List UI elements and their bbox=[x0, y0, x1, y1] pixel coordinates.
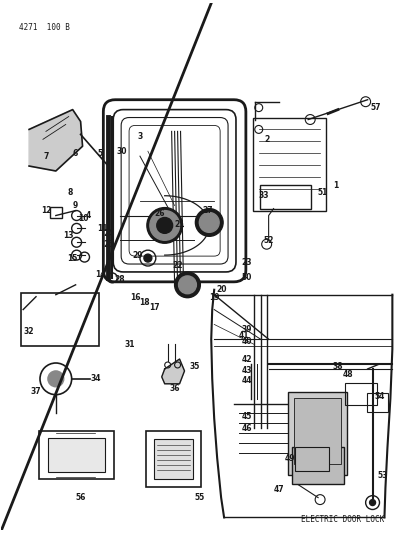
Text: 26: 26 bbox=[155, 209, 165, 218]
Circle shape bbox=[200, 213, 219, 232]
Text: 2: 2 bbox=[264, 135, 269, 144]
Text: 47: 47 bbox=[273, 485, 284, 494]
Text: 17: 17 bbox=[149, 303, 160, 312]
Text: 11: 11 bbox=[97, 224, 108, 233]
Text: 30: 30 bbox=[117, 147, 127, 156]
Text: 10: 10 bbox=[78, 214, 89, 223]
Text: 32: 32 bbox=[24, 327, 34, 336]
Text: 23: 23 bbox=[242, 257, 252, 266]
FancyBboxPatch shape bbox=[154, 439, 193, 479]
Text: ELECTRIC DOOR LOCK: ELECTRIC DOOR LOCK bbox=[301, 515, 385, 524]
Text: 12: 12 bbox=[41, 206, 51, 215]
Text: 1: 1 bbox=[333, 181, 339, 190]
Text: 21: 21 bbox=[174, 220, 185, 229]
Text: 29: 29 bbox=[133, 251, 143, 260]
Text: 37: 37 bbox=[31, 387, 41, 396]
Text: 40: 40 bbox=[242, 337, 252, 346]
Circle shape bbox=[144, 254, 152, 262]
Circle shape bbox=[179, 276, 196, 294]
Text: 53: 53 bbox=[377, 471, 388, 480]
Text: 50: 50 bbox=[242, 273, 252, 282]
Text: 8: 8 bbox=[68, 188, 73, 197]
Text: 9: 9 bbox=[73, 201, 78, 210]
FancyBboxPatch shape bbox=[293, 447, 344, 484]
Polygon shape bbox=[29, 110, 82, 171]
Text: 43: 43 bbox=[242, 366, 252, 375]
Circle shape bbox=[175, 272, 200, 297]
Text: 49: 49 bbox=[285, 454, 296, 463]
FancyBboxPatch shape bbox=[48, 438, 105, 472]
Text: 36: 36 bbox=[169, 384, 180, 393]
Text: 38: 38 bbox=[333, 362, 343, 372]
Text: 28: 28 bbox=[115, 276, 126, 285]
Circle shape bbox=[157, 217, 173, 233]
Text: 52: 52 bbox=[264, 236, 274, 245]
Circle shape bbox=[370, 499, 375, 505]
Text: 44: 44 bbox=[242, 376, 252, 385]
Text: 4271  100 B: 4271 100 B bbox=[19, 22, 70, 31]
Text: 55: 55 bbox=[194, 493, 204, 502]
Text: 15: 15 bbox=[67, 254, 78, 263]
Text: 41: 41 bbox=[239, 331, 249, 340]
Text: 45: 45 bbox=[242, 412, 252, 421]
Text: 14: 14 bbox=[95, 270, 106, 279]
Text: 6: 6 bbox=[73, 149, 78, 158]
Text: 46: 46 bbox=[242, 424, 252, 433]
Text: 42: 42 bbox=[242, 354, 252, 364]
FancyBboxPatch shape bbox=[288, 392, 347, 475]
Text: 57: 57 bbox=[370, 103, 381, 112]
Text: 35: 35 bbox=[189, 362, 200, 372]
Text: 39: 39 bbox=[242, 325, 252, 334]
Text: 56: 56 bbox=[75, 493, 86, 502]
Text: 13: 13 bbox=[64, 231, 74, 240]
Text: 31: 31 bbox=[125, 340, 135, 349]
FancyBboxPatch shape bbox=[295, 398, 341, 464]
Text: 51: 51 bbox=[318, 188, 328, 197]
FancyBboxPatch shape bbox=[295, 447, 329, 471]
Polygon shape bbox=[162, 359, 184, 384]
Text: 3: 3 bbox=[137, 132, 142, 141]
Text: 4: 4 bbox=[86, 211, 91, 220]
Text: 5: 5 bbox=[98, 149, 103, 158]
Circle shape bbox=[48, 371, 64, 387]
Circle shape bbox=[150, 211, 180, 240]
Text: 27: 27 bbox=[202, 206, 213, 215]
Text: 33: 33 bbox=[258, 191, 269, 200]
Text: 20: 20 bbox=[216, 285, 226, 294]
Text: 24: 24 bbox=[103, 229, 113, 238]
Text: 18: 18 bbox=[140, 298, 150, 307]
Circle shape bbox=[195, 208, 223, 236]
Text: 48: 48 bbox=[342, 370, 353, 379]
Text: 54: 54 bbox=[374, 392, 385, 401]
Circle shape bbox=[147, 208, 182, 243]
Text: 34: 34 bbox=[90, 374, 101, 383]
Text: 19: 19 bbox=[209, 293, 220, 302]
Text: 7: 7 bbox=[43, 151, 49, 160]
Text: 16: 16 bbox=[130, 293, 140, 302]
Text: 25: 25 bbox=[103, 240, 113, 249]
Text: 22: 22 bbox=[172, 261, 183, 270]
